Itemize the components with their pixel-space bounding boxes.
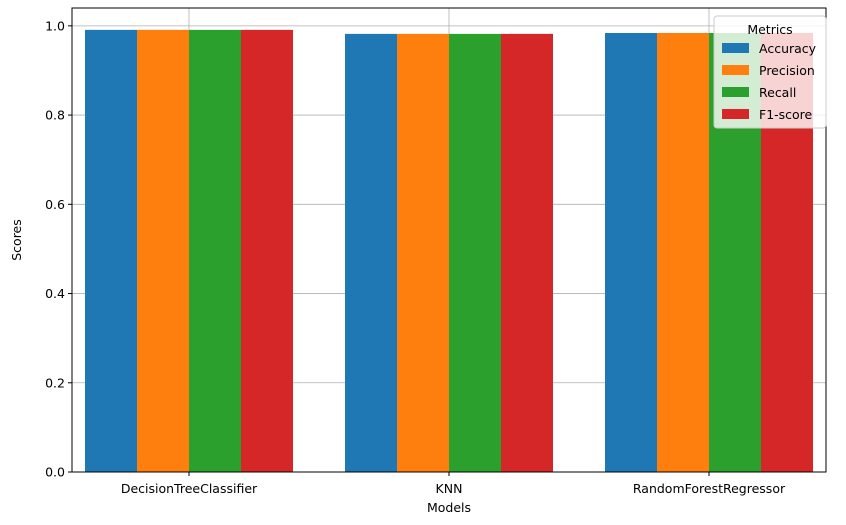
bar-f1-score-knn <box>501 33 553 472</box>
y-tick-label: 1.0 <box>45 18 65 33</box>
legend-swatch <box>722 109 749 119</box>
x-tick-label: KNN <box>436 481 463 496</box>
bar-f1-score-decisiontreeclassifier <box>241 29 293 472</box>
y-tick-label: 0.6 <box>45 197 65 212</box>
legend-swatch <box>722 87 749 97</box>
bar-recall-knn <box>449 33 501 472</box>
x-axis-label: Models <box>427 500 471 515</box>
bar-accuracy-knn <box>345 33 397 472</box>
y-tick-label: 0.4 <box>45 286 65 301</box>
y-axis-label: Scores <box>9 219 24 261</box>
y-tick-label: 0.0 <box>45 465 65 480</box>
x-ticks: DecisionTreeClassifier KNN RandomForestReg… <box>121 472 786 496</box>
legend-entry-label: Precision <box>759 63 815 78</box>
bar-accuracy-decisiontreeclassifier <box>85 29 137 472</box>
legend: Metrics Accuracy Precision Recall F1-score <box>713 15 827 129</box>
x-tick-label: DecisionTreeClassifier <box>121 481 258 496</box>
legend-swatch <box>722 43 749 53</box>
x-tick-label: RandomForestRegressor <box>633 481 786 496</box>
y-ticks: 0.0 0.2 0.4 0.6 0.8 1.0 <box>45 18 72 480</box>
bar-precision-knn <box>397 33 449 472</box>
bar-precision-randomforestregressor <box>657 32 709 472</box>
bar-precision-decisiontreeclassifier <box>137 29 189 472</box>
bars <box>85 29 813 472</box>
legend-entry-label: Accuracy <box>759 41 817 56</box>
legend-title: Metrics <box>747 22 792 37</box>
y-tick-label: 0.2 <box>45 375 65 390</box>
bar-recall-decisiontreeclassifier <box>189 29 241 472</box>
y-tick-label: 0.8 <box>45 108 65 123</box>
legend-entry-label: F1-score <box>759 107 813 122</box>
legend-entry-label: Recall <box>759 85 796 100</box>
legend-swatch <box>722 65 749 75</box>
bar-accuracy-randomforestregressor <box>605 32 657 472</box>
